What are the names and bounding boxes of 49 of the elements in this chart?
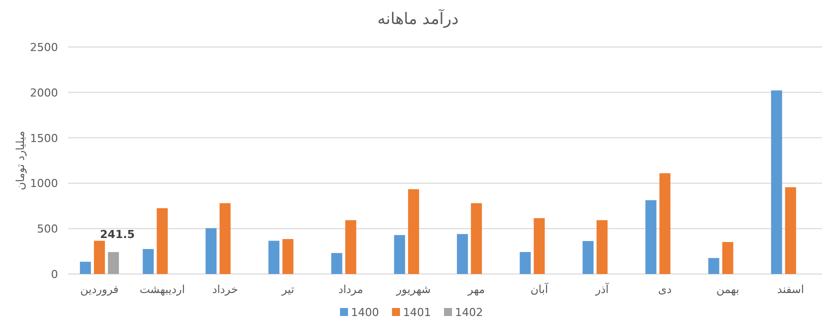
x-tick-label: آبان: [530, 282, 549, 296]
bar: [470, 203, 482, 274]
bar: [80, 262, 91, 274]
x-tick-label: فروردین: [80, 283, 119, 296]
x-tick-label: آذر: [594, 282, 610, 296]
legend-label: 1401: [403, 306, 431, 319]
bar: [534, 218, 545, 274]
bar: [722, 242, 734, 274]
bar: [659, 173, 670, 274]
x-tick-label: دی: [658, 283, 672, 296]
bar: [456, 234, 468, 274]
bar: [771, 90, 782, 274]
chart-title: درآمد ماهانه: [377, 8, 459, 28]
x-tick-label: مهر: [466, 283, 486, 296]
x-tick-label: تیر: [280, 283, 294, 296]
bar: [708, 258, 720, 274]
y-tick-label: 2500: [30, 41, 58, 54]
bar: [645, 200, 656, 274]
bar: [142, 249, 154, 274]
x-tick-label: خرداد: [212, 283, 238, 296]
bar: [520, 252, 531, 274]
y-tick-label: 1000: [30, 177, 58, 190]
bar: [785, 187, 796, 274]
bar: [596, 220, 608, 274]
bar: [394, 235, 406, 274]
bar: [408, 189, 420, 274]
x-tick-label: اسفند: [777, 283, 804, 296]
data-label: 241.5: [100, 228, 135, 242]
bar: [156, 208, 168, 274]
y-tick-label: 1500: [30, 132, 58, 145]
bar: [108, 252, 119, 274]
bar: [331, 253, 342, 274]
x-tick-label: اردیبهشت: [140, 283, 185, 296]
x-tick-label: مرداد: [338, 283, 364, 296]
x-tick-label: بهمن: [716, 283, 740, 296]
bar: [282, 239, 294, 274]
bar: [268, 240, 280, 274]
legend-label: 1402: [455, 306, 483, 319]
y-tick-label: 2000: [30, 86, 58, 100]
y-tick-label: 0: [51, 268, 58, 281]
bar: [206, 228, 217, 274]
bar: [345, 220, 356, 274]
legend-label: 1400: [351, 306, 379, 319]
y-axis-title: میلیارد تومان: [14, 130, 27, 190]
bar: [220, 203, 231, 274]
bar: [94, 240, 105, 274]
bar: [582, 241, 594, 274]
y-tick-label: 500: [37, 222, 58, 236]
x-tick-label: شهریور: [395, 283, 431, 296]
